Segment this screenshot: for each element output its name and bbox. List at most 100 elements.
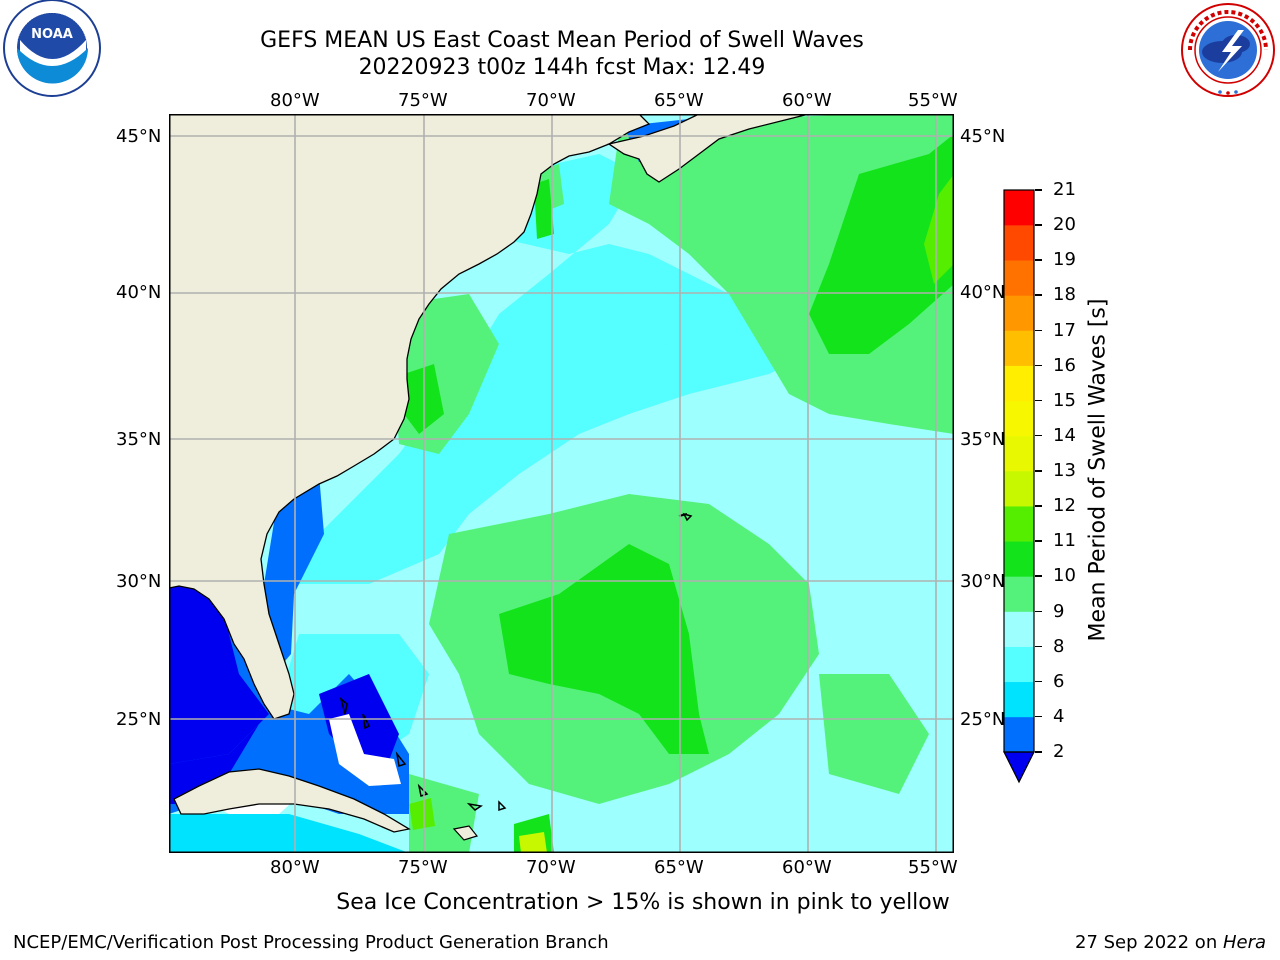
footer-host: Hera xyxy=(1222,932,1266,953)
colorbar-tick-mark xyxy=(1035,470,1042,472)
colorbar-tick-label: 9 xyxy=(1053,600,1065,622)
colorbar-tick-mark xyxy=(1035,575,1042,577)
lat-tick-left: 25°N xyxy=(116,709,162,730)
swell-band-10-11 xyxy=(809,134,954,354)
lon-tick-top: 55°W xyxy=(908,90,958,111)
footer-date-text: 27 Sep 2022 on xyxy=(1075,932,1223,953)
lat-tick-right: 40°N xyxy=(960,282,1006,303)
lon-tick-bottom: 70°W xyxy=(526,857,576,878)
colorbar-tick-label: 6 xyxy=(1053,670,1065,692)
colorbar-tick-mark xyxy=(1035,189,1042,191)
lat-tick-left: 35°N xyxy=(116,429,162,450)
colorbar-tick-label: 13 xyxy=(1053,460,1076,481)
colorbar-band xyxy=(1004,295,1034,331)
colorbar-tick-mark xyxy=(1035,645,1042,648)
colorbar-tick-label: 15 xyxy=(1053,389,1076,411)
sea-ice-caption: Sea Ice Concentration > 15% is shown in … xyxy=(336,890,950,915)
lat-tick-right: 35°N xyxy=(960,429,1006,450)
colorbar-tick-mark xyxy=(1035,715,1042,718)
lon-tick-bottom: 60°W xyxy=(782,857,832,878)
colorbar-tick-mark xyxy=(1035,259,1042,261)
colorbar-under-arrow xyxy=(1003,751,1035,784)
lon-tick-top: 80°W xyxy=(270,90,320,111)
colorbar-tick-label: 16 xyxy=(1053,354,1076,376)
colorbar-band xyxy=(1004,646,1034,683)
colorbar-band xyxy=(1004,400,1034,437)
map-border xyxy=(169,114,954,853)
colorbar-band xyxy=(1004,435,1034,472)
noaa-logo-icon: NOAA xyxy=(3,0,101,97)
lon-tick-bottom: 55°W xyxy=(908,857,958,878)
colorbar-band xyxy=(1004,576,1034,612)
colorbar-band xyxy=(1004,365,1034,402)
colorbar-tick-mark xyxy=(1035,751,1042,753)
swell-period-map xyxy=(169,114,954,853)
colorbar-tick-label: 10 xyxy=(1053,565,1076,587)
lon-tick-top: 70°W xyxy=(526,90,576,111)
colorbar-band xyxy=(1004,190,1034,226)
footer-date: 27 Sep 2022 on Hera xyxy=(1075,932,1266,953)
colorbar-band xyxy=(1004,330,1034,366)
lon-tick-bottom: 65°W xyxy=(654,857,704,878)
lat-tick-right: 25°N xyxy=(960,709,1006,730)
swell-band-6-8 xyxy=(589,284,689,354)
land-cuba xyxy=(173,768,411,833)
colorbar-tick-label: 2 xyxy=(1053,741,1065,762)
colorbar-tick-label: 20 xyxy=(1053,214,1076,236)
swell-band-11-12 xyxy=(409,798,435,830)
colorbar-tick-mark xyxy=(1035,224,1042,226)
colorbar-bands xyxy=(1004,190,1034,753)
lon-tick-bottom: 75°W xyxy=(398,857,448,878)
lat-tick-left: 30°N xyxy=(116,571,162,592)
colorbar-tick-mark xyxy=(1035,329,1042,331)
colorbar-band xyxy=(1004,471,1034,507)
swell-band-2-4 xyxy=(264,474,324,674)
colorbar-tick-mark xyxy=(1035,505,1042,507)
lon-tick-bottom: 80°W xyxy=(270,857,320,878)
colorbar xyxy=(1003,189,1035,784)
colorbar-band xyxy=(1004,506,1034,542)
map-subtitle: 20220923 t00z 144h fcst Max: 12.49 xyxy=(358,55,766,80)
lon-tick-top: 75°W xyxy=(398,90,448,111)
map-title: GEFS MEAN US East Coast Mean Period of S… xyxy=(260,28,864,53)
swell-band-11-12 xyxy=(924,174,954,284)
colorbar-tick-label: 17 xyxy=(1053,319,1076,341)
swell-band-under-2 xyxy=(169,724,259,804)
colorbar-tick-mark xyxy=(1035,540,1042,542)
colorbar-tick-mark xyxy=(1035,434,1042,437)
colorbar-tick-label: 21 xyxy=(1053,179,1076,200)
footer-credit: NCEP/EMC/Verification Post Processing Pr… xyxy=(13,932,609,953)
colorbar-band xyxy=(1004,541,1034,577)
no-data-area xyxy=(329,714,401,786)
colorbar-band xyxy=(1004,716,1034,753)
colorbar-tick-mark xyxy=(1035,610,1042,612)
colorbar-tick-label: 18 xyxy=(1053,284,1076,306)
lat-tick-right: 30°N xyxy=(960,571,1006,592)
land-north-america xyxy=(169,114,651,720)
lon-tick-top: 60°W xyxy=(782,90,832,111)
lat-tick-left: 45°N xyxy=(116,126,162,147)
land-maritimes xyxy=(607,114,810,183)
lat-tick-right: 45°N xyxy=(960,126,1006,147)
colorbar-tick-label: 14 xyxy=(1053,424,1076,446)
swell-band-10-11 xyxy=(534,179,554,239)
colorbar-tick-mark xyxy=(1035,399,1042,402)
colorbar-tick-label: 4 xyxy=(1053,705,1065,727)
colorbar-tick-label: 8 xyxy=(1053,635,1065,657)
lon-tick-top: 65°W xyxy=(654,90,704,111)
colorbar-band xyxy=(1004,225,1034,261)
swell-band-6-8 xyxy=(289,154,809,584)
map-gridlines xyxy=(169,114,954,853)
colorbar-band xyxy=(1004,681,1034,718)
swell-band-under-2 xyxy=(319,674,399,774)
colorbar-tick-label: 12 xyxy=(1053,495,1076,517)
colorbar-tick-mark xyxy=(1035,680,1042,683)
colorbar-tick-label: 19 xyxy=(1053,249,1076,271)
swell-band-12-13 xyxy=(519,832,547,853)
colorbar-band xyxy=(1004,611,1034,647)
colorbar-tick-mark xyxy=(1035,294,1042,296)
noaa-logo-text: NOAA xyxy=(31,27,73,42)
colorbar-tick-mark xyxy=(1035,364,1042,367)
swell-band-4-6 xyxy=(169,814,409,853)
land-island xyxy=(452,825,479,841)
